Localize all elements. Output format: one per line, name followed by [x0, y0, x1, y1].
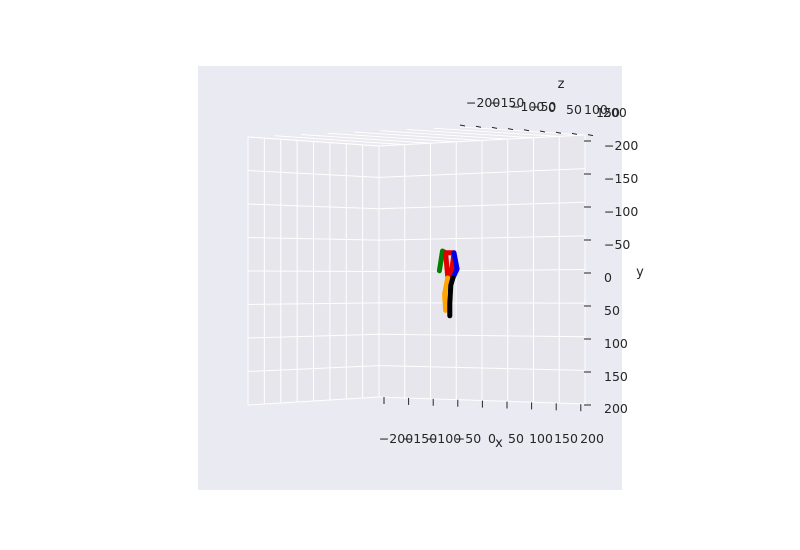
left-grid-horizontal: [247, 302, 380, 305]
skeleton-black-limb: [447, 275, 456, 319]
top-grid-line: [327, 132, 457, 143]
skeleton-blue-limb: [450, 250, 460, 281]
y-axis-label: y: [636, 265, 644, 280]
z-tick-label: 50: [566, 102, 582, 117]
left-grid-horizontal: [247, 333, 380, 339]
y-tick-label: −100: [604, 204, 638, 219]
z-tick-label: 0: [548, 100, 556, 115]
y-tick-label: 200: [604, 401, 628, 416]
left-grid-horizontal: [247, 396, 380, 406]
back-grid-horizontal: [378, 333, 586, 338]
z-tick-label: −150: [490, 95, 524, 110]
axis-labels: x y z: [495, 77, 644, 451]
tick-mark: [459, 124, 466, 127]
tick-mark: [587, 134, 594, 137]
y-tick-label: −50: [604, 237, 630, 252]
z-axis-label: z: [558, 77, 565, 92]
x-tick-label: 50: [508, 431, 524, 446]
x-tick-label: 150: [554, 431, 578, 446]
top-grid-line: [300, 134, 431, 144]
y-tick-label: 50: [604, 303, 620, 318]
left-grid-horizontal: [247, 365, 380, 372]
y-tick-label: −150: [604, 171, 638, 186]
x-tick-label: −100: [427, 431, 461, 446]
left-grid-horizontal: [247, 270, 380, 272]
x-tick-label: 200: [580, 431, 604, 446]
tick-mark: [475, 125, 482, 128]
z-tick-label: −200: [466, 95, 500, 110]
x-axis-label: x: [495, 436, 503, 451]
grid-lines: [247, 126, 586, 406]
z-tick-label: 200: [603, 105, 627, 120]
y-tick-label: 100: [604, 336, 628, 351]
y-tick-label: 150: [604, 369, 628, 384]
top-grid-line: [433, 127, 560, 137]
tick-mark: [491, 126, 498, 129]
top-grid-line: [274, 135, 405, 146]
tick-mark: [523, 129, 530, 132]
back-grid-horizontal: [378, 269, 586, 272]
axis-ticks: −200−150−100−50 0 50 100 150 200−200−150−100−…: [379, 95, 639, 446]
back-grid-horizontal: [378, 365, 586, 371]
z-tick-label: 150: [596, 105, 620, 120]
tick-mark: [539, 130, 546, 133]
top-grid-line: [247, 136, 380, 147]
tick-mark: [507, 128, 514, 131]
axis-panes: [248, 127, 585, 405]
skeleton-orange-limb: [442, 275, 451, 313]
tick-mark: [555, 131, 562, 134]
z-tick-label: −100: [510, 99, 544, 114]
top-grid-line: [353, 131, 483, 141]
x-tick-label: 0: [488, 431, 496, 446]
skeleton-lines: [436, 248, 460, 319]
y-tick-label: −200: [604, 138, 638, 153]
x-tick-label: −150: [403, 431, 437, 446]
tick-mark: [571, 132, 578, 135]
z-tick-label: −50: [530, 99, 556, 114]
x-tick-label: 100: [529, 431, 553, 446]
z-tick-label: 100: [584, 102, 608, 117]
top-grid-line: [459, 126, 586, 136]
top-grid-line: [406, 129, 534, 139]
top-grid-line: [380, 130, 508, 140]
x-tick-label: −50: [455, 431, 481, 446]
y-tick-label: 0: [604, 270, 612, 285]
x-tick-label: −200: [379, 431, 413, 446]
back-grid-horizontal: [378, 396, 586, 405]
